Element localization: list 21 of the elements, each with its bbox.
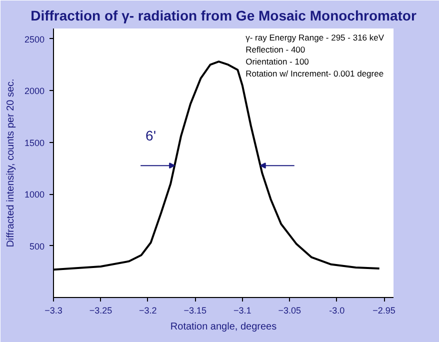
y-tick-label: 2000	[24, 86, 45, 96]
x-tick-label: −2.95	[372, 306, 396, 316]
annotation: Reflection - 400	[246, 44, 306, 54]
x-tick-label: −3.2	[139, 306, 157, 316]
x-tick-label: -3.0	[329, 306, 345, 316]
x-tick-label: −3.05	[278, 306, 302, 316]
annotation: Rotation w/ Increment- 0.001 degree	[246, 68, 384, 78]
y-tick-label: 1000	[24, 190, 45, 200]
chart-title: Diffraction of γ- radiation from Ge Mosaic Monochromator	[30, 8, 417, 24]
annotation: Orientation - 100	[246, 56, 310, 66]
y-axis-title: Diffracted intensity, counts per 20 sec.	[5, 78, 16, 248]
x-tick-label: −3.25	[89, 306, 112, 316]
y-tick-label: 1500	[24, 138, 45, 148]
x-tick-label: −3.3	[44, 306, 62, 316]
annotation: 6'	[146, 128, 156, 144]
annotation: γ- ray Energy Range - 295 - 316 keV	[246, 32, 384, 42]
x-tick-label: −3.15	[184, 306, 207, 316]
y-tick-label: 2500	[24, 34, 45, 44]
y-tick-label: 500	[29, 241, 45, 252]
x-axis-title: Rotation angle, degrees	[170, 322, 277, 332]
x-tick-label: −3.1	[234, 306, 252, 316]
